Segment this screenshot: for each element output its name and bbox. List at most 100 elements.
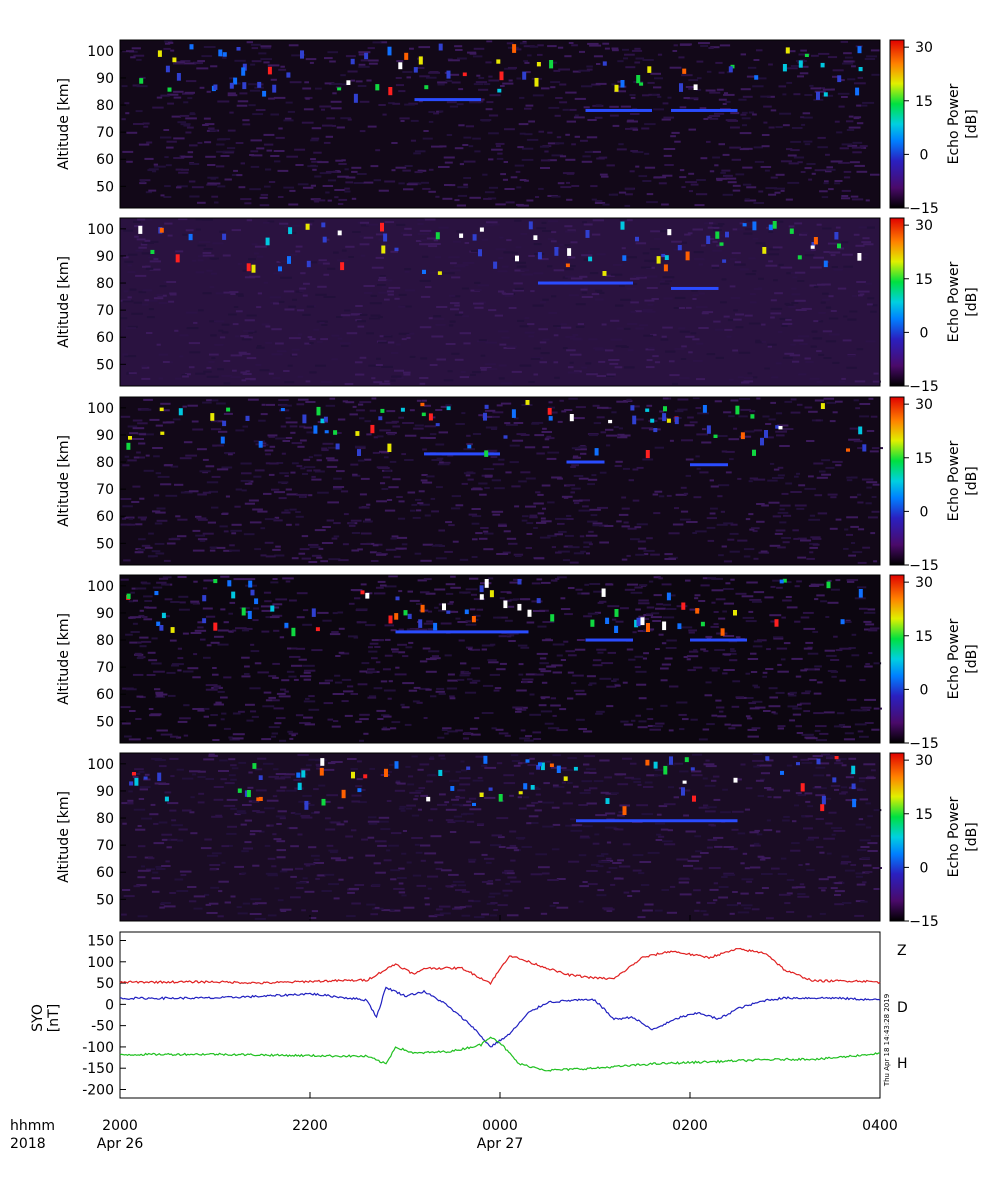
noise-cell	[235, 142, 244, 144]
noise-cell	[384, 624, 395, 627]
noise-cell	[778, 893, 791, 896]
noise-cell	[347, 685, 354, 688]
noise-cell	[768, 705, 781, 708]
noise-cell	[566, 514, 572, 517]
noise-cell	[267, 857, 276, 860]
noise-cell	[753, 591, 765, 594]
noise-cell	[488, 309, 497, 312]
noise-cell	[567, 654, 577, 657]
noise-cell	[861, 857, 870, 859]
noise-cell	[761, 887, 769, 889]
noise-cell	[249, 687, 261, 690]
noise-cell	[688, 351, 693, 354]
noise-cell	[777, 331, 783, 333]
noise-cell	[795, 886, 806, 889]
noise-cell	[455, 617, 461, 620]
sporadic-echo	[800, 783, 805, 792]
noise-cell	[410, 509, 416, 512]
noise-cell	[606, 434, 618, 437]
noise-cell	[297, 375, 304, 378]
noise-cell	[763, 829, 773, 832]
noise-cell	[865, 340, 876, 343]
noise-cell	[731, 828, 739, 831]
noise-cell	[160, 136, 172, 139]
noise-cell	[210, 428, 222, 431]
sporadic-echo	[428, 413, 433, 421]
noise-cell	[425, 780, 433, 783]
noise-cell	[816, 223, 822, 226]
noise-cell	[430, 808, 438, 811]
noise-cell	[176, 736, 182, 739]
noise-cell	[347, 118, 352, 121]
noise-cell	[843, 176, 851, 179]
sporadic-echo	[364, 52, 369, 60]
noise-cell	[688, 629, 697, 632]
sporadic-echo	[237, 788, 242, 793]
noise-cell	[340, 117, 351, 120]
noise-cell	[283, 119, 294, 122]
noise-cell	[633, 781, 641, 783]
noise-cell	[504, 294, 514, 297]
noise-cell	[867, 850, 878, 852]
noise-cell	[218, 329, 224, 332]
noise-cell	[630, 591, 643, 594]
noise-cell	[591, 293, 600, 296]
noise-cell	[345, 401, 355, 404]
noise-cell	[415, 789, 424, 792]
noise-cell	[255, 109, 266, 111]
noise-cell	[444, 732, 449, 735]
noise-cell	[681, 74, 693, 77]
noise-cell	[186, 311, 198, 314]
noise-cell	[706, 70, 712, 73]
echo-layer	[690, 638, 747, 642]
colorbar-tick-label: 0	[920, 325, 929, 341]
noise-cell	[232, 733, 245, 736]
noise-cell	[428, 915, 438, 918]
noise-cell	[122, 300, 134, 303]
noise-cell	[755, 341, 764, 344]
noise-cell	[510, 176, 518, 179]
noise-cell	[547, 265, 553, 268]
noise-cell	[857, 789, 863, 791]
noise-cell	[457, 884, 466, 887]
sporadic-echo	[407, 613, 412, 619]
noise-cell	[589, 787, 598, 790]
noise-cell	[398, 293, 407, 296]
noise-cell	[252, 864, 260, 867]
noise-cell	[841, 197, 851, 200]
sporadic-echo	[315, 627, 320, 632]
noise-cell	[252, 508, 263, 511]
noise-cell	[526, 199, 534, 202]
y-tick-label: 90	[96, 784, 114, 800]
noise-cell	[189, 112, 195, 115]
noise-cell	[870, 532, 876, 535]
noise-cell	[326, 844, 334, 847]
y-tick-label: 70	[96, 838, 114, 854]
noise-cell	[258, 52, 267, 55]
sporadic-echo	[375, 84, 380, 91]
noise-cell	[404, 165, 413, 167]
noise-cell	[695, 850, 702, 853]
noise-cell	[708, 823, 715, 826]
noise-cell	[428, 111, 435, 113]
noise-cell	[606, 444, 611, 447]
noise-cell	[595, 289, 603, 292]
noise-cell	[590, 514, 598, 517]
noise-cell	[277, 264, 285, 267]
noise-cell	[548, 401, 553, 404]
noise-cell	[799, 702, 811, 705]
noise-cell	[378, 189, 389, 192]
noise-cell	[473, 302, 484, 305]
noise-cell	[794, 585, 800, 588]
noise-cell	[500, 173, 506, 176]
noise-cell	[651, 93, 657, 96]
noise-cell	[367, 670, 377, 673]
noise-cell	[193, 895, 206, 898]
noise-cell	[279, 260, 291, 263]
noise-cell	[796, 472, 800, 475]
noise-cell	[558, 248, 566, 251]
noise-cell	[770, 299, 777, 302]
noise-cell	[730, 578, 735, 581]
noise-cell	[254, 662, 262, 665]
